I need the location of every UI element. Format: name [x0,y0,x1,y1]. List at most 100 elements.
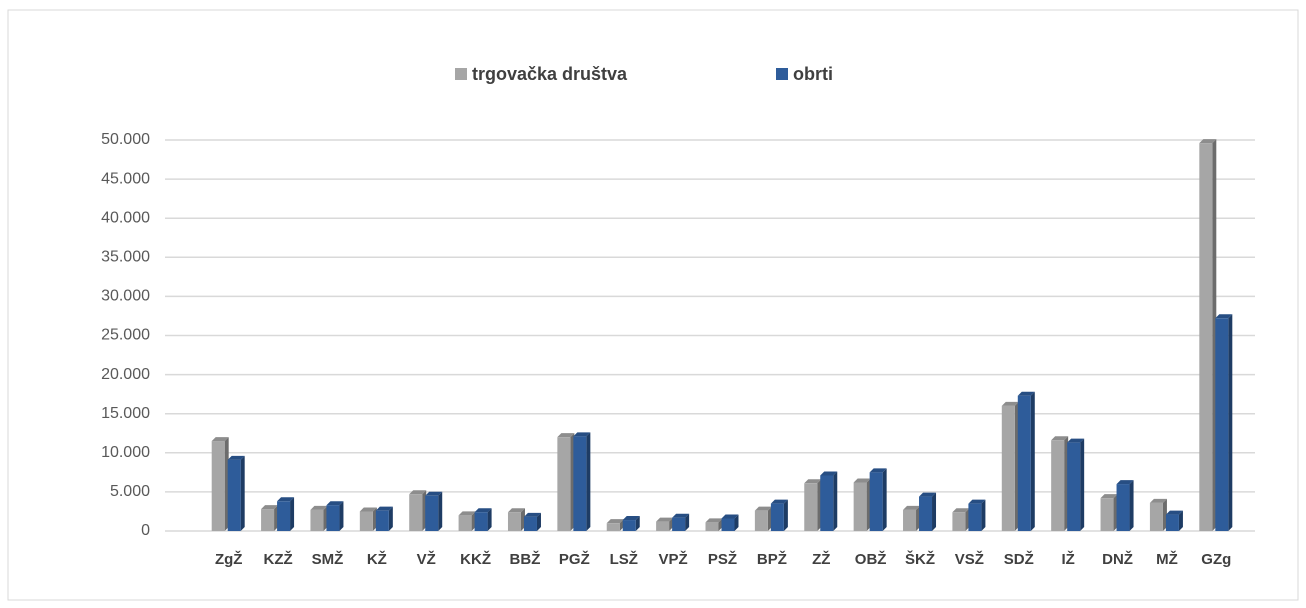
legend-label: obrti [793,64,833,84]
bar-top [409,490,427,495]
bar [1001,405,1015,531]
bar [919,496,933,531]
bar [1067,442,1081,531]
bar-top [968,499,986,504]
bar-side [536,512,541,531]
bar-top [820,471,838,476]
y-tick-label: 40.000 [101,209,150,226]
bar-side [981,499,986,531]
bar-top [458,511,476,516]
bar [375,510,389,531]
x-tick-label: IŽ [1061,550,1074,568]
bar-top [1001,401,1019,406]
bar [310,509,324,531]
bar [507,512,521,531]
y-tick-label: 50.000 [101,131,150,148]
bar [557,437,571,531]
x-tick-label: VŽ [417,550,436,568]
x-tick-label: GZg [1201,551,1231,568]
bar [1116,484,1130,531]
bar [804,483,818,531]
bar [672,517,686,531]
bar-top [1051,436,1069,441]
bar [359,511,373,531]
bar-side [240,455,245,531]
x-tick-label: ZgŽ [215,550,243,568]
bar-top [606,519,624,524]
bar-side [1178,510,1183,531]
bar [721,518,735,531]
bar [606,523,620,531]
bar-side [635,516,640,531]
bar-side [833,471,838,531]
bar-top [672,513,690,518]
bar-top [1165,510,1183,515]
bar-side [438,491,443,531]
bar-top [919,492,937,497]
bar [523,516,537,531]
y-tick-label: 15.000 [101,405,150,422]
x-tick-label: SDŽ [1004,550,1034,568]
bar-top [261,505,279,510]
bar-top [721,514,739,519]
bar-top [277,497,295,502]
bar-side [734,514,739,531]
bar-top [622,516,640,521]
x-tick-label: PSŽ [708,550,737,568]
bar-side [487,508,492,531]
bar-top [656,517,674,522]
y-tick-label: 25.000 [101,327,150,344]
bar-top [853,478,871,483]
bar-side [932,492,937,531]
x-tick-label: VPŽ [659,550,688,568]
x-tick-label: BPŽ [757,550,787,568]
x-tick-label: KKŽ [460,550,491,568]
bar-top [326,501,344,506]
bar [952,512,966,531]
bar-top [557,433,575,438]
bar-top [1116,480,1134,485]
bar [1051,440,1065,531]
bar-side [685,513,690,531]
bar [425,495,439,531]
bar [474,512,488,531]
y-tick-label: 35.000 [101,249,150,266]
bar-side [339,501,344,531]
x-tick-label: KŽ [367,550,387,568]
bar [869,472,883,531]
bar [1215,318,1229,531]
bar-top [211,437,229,442]
bar-side [1030,391,1035,531]
bar [1199,143,1213,532]
legend-swatch [455,68,467,80]
x-tick-label: MŽ [1156,550,1178,568]
bar [754,510,768,531]
bar [227,459,241,531]
bar-top [1149,498,1167,503]
y-tick-label: 45.000 [101,170,150,187]
x-tick-label: ŠKŽ [905,550,935,568]
bar-top [869,468,887,473]
bar [1149,502,1163,531]
bar-top [770,499,788,504]
bar-side [882,468,887,531]
bar [409,494,423,531]
bar [1165,514,1179,531]
y-tick-label: 20.000 [101,366,150,383]
bar-side [1129,480,1134,531]
x-tick-label: SMŽ [312,550,344,568]
bar [705,522,719,531]
bar-top [952,508,970,513]
bar [968,503,982,531]
bar-top [359,507,377,512]
bar [573,436,587,531]
x-tick-label: DNŽ [1102,550,1133,568]
bar [326,505,340,531]
x-tick-label: ZŽ [812,550,830,568]
bar [1100,498,1114,531]
bar-top [705,518,723,523]
bar [261,509,275,531]
bar-side [783,499,788,531]
bar-top [1067,438,1085,443]
